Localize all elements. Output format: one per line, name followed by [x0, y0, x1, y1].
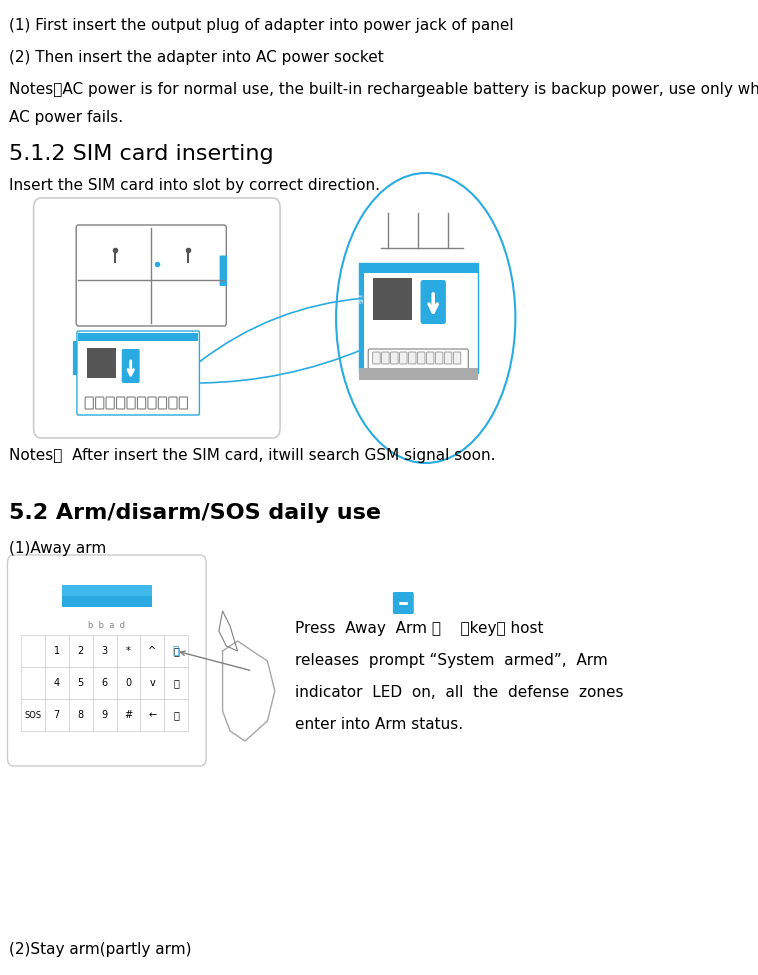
- Text: ^: ^: [149, 646, 156, 656]
- FancyBboxPatch shape: [158, 397, 167, 409]
- Text: enter into Arm status.: enter into Arm status.: [295, 717, 463, 732]
- Text: 🔒: 🔒: [173, 646, 180, 656]
- Text: Insert the SIM card into slot by correct direction.: Insert the SIM card into slot by correct…: [9, 178, 380, 193]
- FancyBboxPatch shape: [122, 349, 139, 383]
- FancyBboxPatch shape: [148, 397, 156, 409]
- Text: Press  Away  Arm 【    】key， host: Press Away Arm 【 】key， host: [295, 621, 543, 636]
- Text: 6: 6: [102, 678, 108, 688]
- Bar: [140, 699, 164, 731]
- FancyBboxPatch shape: [421, 280, 446, 324]
- Bar: [21, 699, 45, 731]
- Bar: [69, 699, 92, 731]
- Bar: [69, 667, 92, 699]
- FancyBboxPatch shape: [444, 352, 452, 364]
- Bar: [140, 635, 164, 667]
- FancyBboxPatch shape: [127, 397, 135, 409]
- Text: b  b  a  d: b b a d: [88, 621, 125, 630]
- Text: v: v: [149, 678, 155, 688]
- FancyBboxPatch shape: [399, 352, 407, 364]
- Bar: [164, 699, 188, 731]
- Text: 4: 4: [54, 678, 60, 688]
- Polygon shape: [219, 611, 237, 651]
- Text: (2)Stay arm(partly arm): (2)Stay arm(partly arm): [9, 942, 192, 957]
- FancyBboxPatch shape: [62, 585, 152, 596]
- Bar: [117, 635, 140, 667]
- Text: 1: 1: [54, 646, 60, 656]
- FancyBboxPatch shape: [359, 368, 478, 380]
- Ellipse shape: [336, 173, 515, 463]
- FancyBboxPatch shape: [179, 397, 187, 409]
- Text: indicator  LED  on,  all  the  defense  zones: indicator LED on, all the defense zones: [295, 685, 624, 700]
- Text: #: #: [124, 710, 133, 720]
- FancyBboxPatch shape: [359, 273, 365, 373]
- Text: ←: ←: [149, 710, 156, 720]
- Text: 8: 8: [77, 710, 83, 720]
- Text: 3: 3: [102, 646, 108, 656]
- Text: 🔒: 🔒: [174, 646, 179, 656]
- FancyBboxPatch shape: [409, 352, 416, 364]
- FancyBboxPatch shape: [418, 352, 425, 364]
- Bar: [92, 667, 117, 699]
- FancyBboxPatch shape: [137, 397, 146, 409]
- Text: (2) Then insert the adapter into AC power socket: (2) Then insert the adapter into AC powe…: [9, 50, 384, 65]
- FancyBboxPatch shape: [169, 397, 177, 409]
- Bar: [164, 635, 188, 667]
- Bar: [45, 699, 69, 731]
- Text: AC power fails.: AC power fails.: [9, 110, 123, 125]
- FancyBboxPatch shape: [374, 278, 412, 320]
- FancyBboxPatch shape: [117, 397, 125, 409]
- Text: 🔑: 🔑: [174, 678, 179, 688]
- Bar: [45, 667, 69, 699]
- Text: (1) First insert the output plug of adapter into power jack of panel: (1) First insert the output plug of adap…: [9, 18, 514, 33]
- Text: releases  prompt “System  armed”,  Arm: releases prompt “System armed”, Arm: [295, 653, 608, 668]
- FancyBboxPatch shape: [87, 348, 116, 378]
- FancyBboxPatch shape: [106, 397, 114, 409]
- FancyBboxPatch shape: [393, 592, 414, 614]
- FancyBboxPatch shape: [359, 263, 478, 373]
- Bar: [21, 667, 45, 699]
- FancyBboxPatch shape: [453, 352, 461, 364]
- Text: (1)Away arm: (1)Away arm: [9, 541, 106, 556]
- FancyBboxPatch shape: [382, 352, 389, 364]
- FancyBboxPatch shape: [368, 349, 468, 369]
- Text: 2: 2: [77, 646, 84, 656]
- FancyBboxPatch shape: [427, 352, 434, 364]
- Text: *: *: [126, 646, 131, 656]
- Bar: [164, 667, 188, 699]
- FancyBboxPatch shape: [78, 333, 198, 341]
- Bar: [140, 667, 164, 699]
- Bar: [69, 635, 92, 667]
- Text: SIM: SIM: [359, 293, 365, 303]
- Text: 9: 9: [102, 710, 108, 720]
- Text: 0: 0: [125, 678, 132, 688]
- Bar: [21, 635, 45, 667]
- Bar: [117, 699, 140, 731]
- Bar: [117, 667, 140, 699]
- FancyBboxPatch shape: [435, 352, 443, 364]
- FancyBboxPatch shape: [33, 198, 280, 438]
- FancyBboxPatch shape: [373, 352, 381, 364]
- Text: 5.1.2 SIM card inserting: 5.1.2 SIM card inserting: [9, 144, 274, 164]
- FancyBboxPatch shape: [77, 225, 227, 326]
- FancyBboxPatch shape: [390, 352, 398, 364]
- FancyBboxPatch shape: [96, 397, 104, 409]
- Text: 🔒: 🔒: [174, 710, 179, 720]
- Text: Notes：  After insert the SIM card, itwill search GSM signal soon.: Notes： After insert the SIM card, itwill…: [9, 448, 496, 463]
- FancyBboxPatch shape: [359, 263, 478, 273]
- Text: 5.2 Arm/disarm/SOS daily use: 5.2 Arm/disarm/SOS daily use: [9, 503, 381, 523]
- FancyBboxPatch shape: [220, 255, 227, 286]
- Text: SOS: SOS: [24, 711, 42, 720]
- FancyBboxPatch shape: [85, 397, 93, 409]
- Text: 7: 7: [54, 710, 60, 720]
- FancyBboxPatch shape: [8, 555, 206, 766]
- Bar: [92, 635, 117, 667]
- FancyBboxPatch shape: [77, 331, 199, 415]
- Text: 5: 5: [77, 678, 84, 688]
- Text: Notes：AC power is for normal use, the built-in rechargeable battery is backup po: Notes：AC power is for normal use, the bu…: [9, 82, 758, 97]
- Bar: [92, 699, 117, 731]
- FancyBboxPatch shape: [62, 585, 152, 607]
- Bar: [45, 635, 69, 667]
